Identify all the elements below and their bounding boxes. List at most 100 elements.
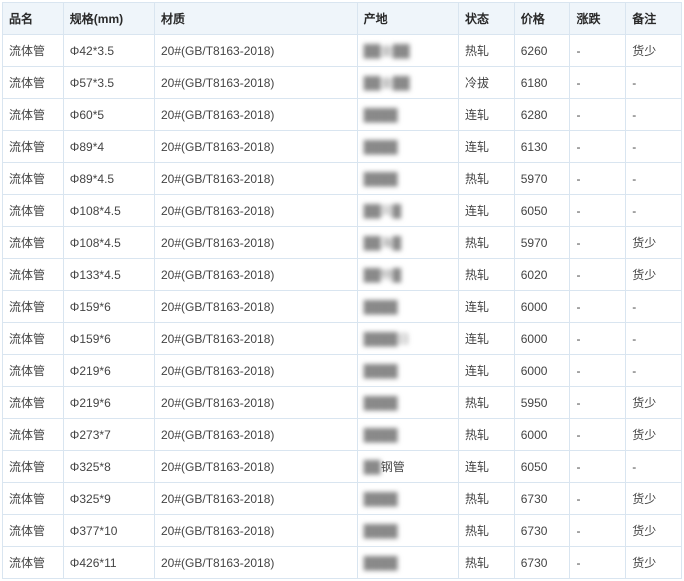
cell-price: 6000 — [514, 291, 570, 323]
cell-material: 20#(GB/T8163-2018) — [155, 131, 358, 163]
cell-price: 6130 — [514, 131, 570, 163]
cell-origin: ██海█ — [357, 227, 458, 259]
table-row: 流体管Φ219*620#(GB/T8163-2018)████热轧5950-货少 — [3, 387, 682, 419]
cell-name: 流体管 — [3, 163, 64, 195]
cell-name: 流体管 — [3, 451, 64, 483]
cell-price: 6280 — [514, 99, 570, 131]
cell-origin: ████ — [357, 99, 458, 131]
cell-price: 6730 — [514, 483, 570, 515]
cell-spec: Φ60*5 — [63, 99, 154, 131]
cell-remark: - — [626, 451, 682, 483]
cell-change: - — [570, 387, 626, 419]
cell-spec: Φ133*4.5 — [63, 259, 154, 291]
cell-name: 流体管 — [3, 483, 64, 515]
cell-spec: Φ57*3.5 — [63, 67, 154, 99]
origin-blur: ██特█ — [364, 266, 402, 283]
col-header-5: 价格 — [514, 3, 570, 35]
cell-remark: - — [626, 355, 682, 387]
cell-name: 流体管 — [3, 259, 64, 291]
cell-remark: - — [626, 163, 682, 195]
cell-change: - — [570, 515, 626, 547]
cell-remark: 货少 — [626, 483, 682, 515]
cell-remark: - — [626, 99, 682, 131]
cell-name: 流体管 — [3, 515, 64, 547]
cell-price: 5970 — [514, 163, 570, 195]
col-header-4: 状态 — [459, 3, 515, 35]
cell-change: - — [570, 227, 626, 259]
cell-status: 连轧 — [459, 355, 515, 387]
cell-change: - — [570, 35, 626, 67]
table-row: 流体管Φ108*4.520#(GB/T8163-2018)██海█热轧5970-… — [3, 227, 682, 259]
cell-price: 6050 — [514, 451, 570, 483]
table-row: 流体管Φ89*4.520#(GB/T8163-2018)████热轧5970-- — [3, 163, 682, 195]
cell-material: 20#(GB/T8163-2018) — [155, 35, 358, 67]
table-row: 流体管Φ325*920#(GB/T8163-2018)████热轧6730-货少 — [3, 483, 682, 515]
table-row: 流体管Φ159*620#(GB/T8163-2018)████连轧6000-- — [3, 291, 682, 323]
cell-change: - — [570, 419, 626, 451]
cell-status: 热轧 — [459, 227, 515, 259]
cell-name: 流体管 — [3, 291, 64, 323]
cell-name: 流体管 — [3, 67, 64, 99]
cell-name: 流体管 — [3, 131, 64, 163]
origin-blur: ██海█ — [364, 234, 402, 251]
cell-material: 20#(GB/T8163-2018) — [155, 259, 358, 291]
cell-status: 热轧 — [459, 483, 515, 515]
cell-spec: Φ325*9 — [63, 483, 154, 515]
cell-name: 流体管 — [3, 323, 64, 355]
cell-price: 5970 — [514, 227, 570, 259]
cell-change: - — [570, 99, 626, 131]
cell-remark: 货少 — [626, 515, 682, 547]
cell-price: 6050 — [514, 195, 570, 227]
cell-material: 20#(GB/T8163-2018) — [155, 355, 358, 387]
cell-price: 6260 — [514, 35, 570, 67]
cell-spec: Φ325*8 — [63, 451, 154, 483]
cell-material: 20#(GB/T8163-2018) — [155, 323, 358, 355]
cell-status: 热轧 — [459, 515, 515, 547]
origin-blur: ████ — [364, 172, 398, 186]
cell-origin: ██金██ — [357, 67, 458, 99]
cell-spec: Φ108*4.5 — [63, 195, 154, 227]
cell-change: - — [570, 451, 626, 483]
cell-name: 流体管 — [3, 355, 64, 387]
cell-change: - — [570, 323, 626, 355]
col-header-0: 品名 — [3, 3, 64, 35]
cell-name: 流体管 — [3, 419, 64, 451]
origin-blur: ████日 — [364, 330, 410, 347]
table-row: 流体管Φ89*420#(GB/T8163-2018)████连轧6130-- — [3, 131, 682, 163]
col-header-1: 规格(mm) — [63, 3, 154, 35]
cell-material: 20#(GB/T8163-2018) — [155, 227, 358, 259]
cell-material: 20#(GB/T8163-2018) — [155, 547, 358, 579]
cell-status: 连轧 — [459, 195, 515, 227]
cell-spec: Φ108*4.5 — [63, 227, 154, 259]
cell-origin: ████ — [357, 515, 458, 547]
cell-status: 连轧 — [459, 99, 515, 131]
product-table: 品名规格(mm)材质产地状态价格涨跌备注 流体管Φ42*3.520#(GB/T8… — [2, 2, 682, 579]
origin-blur: ████ — [364, 300, 398, 314]
cell-status: 热轧 — [459, 163, 515, 195]
origin-blur: ████ — [364, 524, 398, 538]
origin-blur: ████ — [364, 140, 398, 154]
cell-name: 流体管 — [3, 99, 64, 131]
cell-change: - — [570, 163, 626, 195]
table-body: 流体管Φ42*3.520#(GB/T8163-2018)██金██热轧6260-… — [3, 35, 682, 579]
cell-remark: 货少 — [626, 387, 682, 419]
origin-blur: ████ — [364, 364, 398, 378]
origin-blur: ██ — [364, 460, 381, 474]
table-row: 流体管Φ377*1020#(GB/T8163-2018)████热轧6730-货… — [3, 515, 682, 547]
cell-spec: Φ89*4 — [63, 131, 154, 163]
cell-price: 6020 — [514, 259, 570, 291]
cell-change: - — [570, 355, 626, 387]
cell-material: 20#(GB/T8163-2018) — [155, 515, 358, 547]
cell-material: 20#(GB/T8163-2018) — [155, 387, 358, 419]
cell-name: 流体管 — [3, 547, 64, 579]
table-row: 流体管Φ60*520#(GB/T8163-2018)████连轧6280-- — [3, 99, 682, 131]
cell-status: 连轧 — [459, 323, 515, 355]
cell-remark: - — [626, 195, 682, 227]
cell-material: 20#(GB/T8163-2018) — [155, 419, 358, 451]
cell-remark: 货少 — [626, 419, 682, 451]
cell-status: 热轧 — [459, 387, 515, 419]
cell-remark: 货少 — [626, 259, 682, 291]
cell-name: 流体管 — [3, 195, 64, 227]
cell-remark: - — [626, 131, 682, 163]
origin-blur: ████ — [364, 396, 398, 410]
